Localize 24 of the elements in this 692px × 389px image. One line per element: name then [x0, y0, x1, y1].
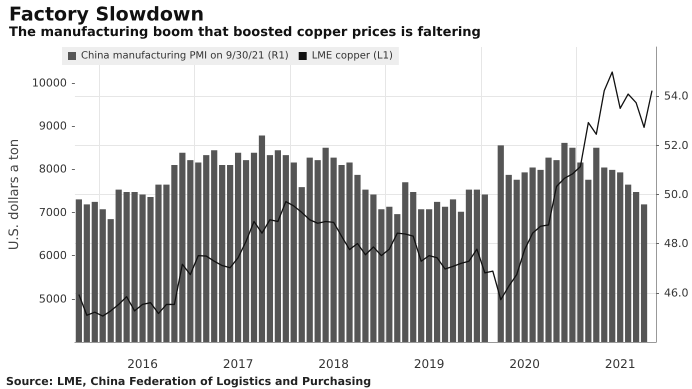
y-tick-label: 5000	[38, 292, 67, 306]
x-tick-label: 2021	[604, 357, 636, 371]
y-axis-title: U.S. dollars a ton	[7, 138, 22, 250]
y2-tick-label: 52.0	[664, 138, 688, 152]
y-tick-label: 8000	[38, 162, 67, 176]
legend-label: LME copper (L1)	[312, 50, 393, 62]
y2-tick-label: 46.0	[664, 286, 688, 300]
chart-title: Factory Slowdown	[9, 4, 204, 26]
x-tick-label: 2020	[509, 357, 540, 371]
x-tick-label: 2018	[318, 357, 349, 371]
x-tick-label: 2016	[127, 357, 158, 371]
y2-tick-label: 50.0	[664, 188, 688, 201]
legend-label: China manufacturing PMI on 9/30/21 (R1)	[81, 50, 289, 62]
y2-tick-label: 48.0	[664, 237, 688, 250]
x-tick-label: 2017	[222, 357, 254, 371]
x-tick-label: 2019	[414, 357, 444, 371]
y-tick-label: 7000	[38, 206, 67, 219]
chart-subtitle: The manufacturing boom that boosted copper prices is faltering	[9, 25, 481, 40]
y2-tick-label: 54.0	[664, 90, 688, 103]
source-note: Source: LME, China Federation of Logistics and Purchasing	[6, 375, 372, 388]
y-tick-label: 6000	[38, 249, 67, 262]
y-tick-label: 9000	[38, 120, 67, 133]
line-series	[78, 71, 653, 317]
y-tick-label: 10000	[32, 76, 67, 90]
